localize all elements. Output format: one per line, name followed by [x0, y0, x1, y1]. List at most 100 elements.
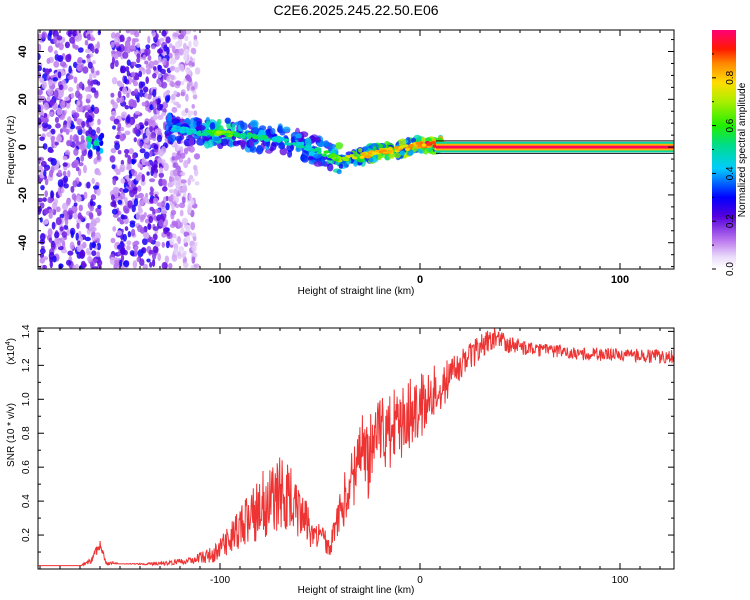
spectrogram-noise-speckle [38, 197, 44, 203]
spectrogram-noise-speckle [111, 77, 118, 85]
spectrogram-noise-speckle [94, 48, 99, 54]
spectrogram-signal-halo [213, 136, 220, 142]
spectrogram-noise-speckle [176, 103, 182, 109]
spectrogram-noise-speckle [133, 80, 138, 87]
spectrogram-noise-speckle [169, 65, 176, 71]
spectrogram-signal-core [333, 158, 340, 162]
spectrogram-signal-halo [336, 169, 342, 175]
spectrogram-signal-halo [362, 146, 368, 152]
spectrogram-noise-speckle [147, 236, 154, 243]
spectrogram-signal-core [321, 153, 327, 157]
spectrogram-noise-speckle [112, 125, 116, 130]
spectrogram-noise-speckle [193, 153, 201, 160]
spectrogram-noise-speckle [156, 202, 163, 207]
spectrogram-noise-speckle [110, 194, 115, 201]
spectrogram-noise-speckle [159, 167, 164, 174]
spectrogram-noise-speckle [78, 204, 84, 212]
spectrogram-noise-speckle [82, 66, 89, 74]
spectrogram-noise-speckle [178, 158, 184, 163]
spectrogram-noise-speckle [194, 181, 200, 186]
spectrogram-noise-speckle [144, 47, 151, 56]
spectrogram-noise-speckle [96, 259, 103, 266]
spectrogram-noise-speckle [136, 96, 140, 103]
spectrogram-noise-speckle [55, 123, 61, 129]
spectrogram-noise-speckle [89, 36, 96, 42]
spectrogram-noise-speckle [92, 185, 100, 190]
spectrogram-signal-core [408, 143, 415, 148]
spectrogram-noise-speckle [44, 178, 49, 186]
spectrogram-signal-core [263, 138, 270, 142]
colorbar-tick-label: 0.2 [725, 214, 736, 228]
spectrogram-noise-speckle [176, 145, 181, 151]
snr-scale-prefix: (x10 [6, 345, 17, 365]
spectrogram-noise-speckle [90, 226, 96, 232]
spectrogram-noise-speckle [44, 68, 50, 76]
spectrogram-noise-speckle [59, 128, 64, 134]
spectrogram-noise-speckle [181, 217, 188, 225]
spectrogram-noise-speckle [170, 93, 176, 101]
spectrogram-signal-halo [368, 157, 374, 163]
y-tick-label: 1.0 [21, 392, 32, 406]
spectrogram-signal-core [175, 126, 181, 130]
spectrogram-noise-speckle [38, 52, 41, 61]
spectrogram-signal-core [312, 148, 319, 152]
spectrogram-noise-speckle [38, 89, 43, 96]
spectrogram-noise-speckle [95, 217, 101, 224]
spectrogram-noise-speckle [41, 81, 47, 89]
spectrogram-noise-speckle [109, 256, 116, 265]
spectrogram-noise-speckle [187, 76, 192, 83]
spectrogram-noise-speckle [110, 92, 115, 98]
spectrogram-noise-speckle [165, 95, 170, 103]
spectrogram-signal-core [386, 150, 392, 154]
spectrogram-noise-speckle [71, 193, 77, 201]
spectrogram-noise-speckle [183, 250, 187, 256]
spectrogram-noise-speckle [89, 198, 94, 207]
spectrogram-noise-speckle [126, 59, 131, 66]
spectrogram-noise-speckle [39, 248, 46, 255]
spectrogram-signal-core [206, 129, 212, 134]
spectrogram-noise-speckle [97, 204, 102, 209]
spectrogram-noise-speckle [179, 63, 185, 72]
spectrogram-noise-speckle [133, 198, 139, 207]
x-tick-label: 100 [612, 575, 629, 586]
spectrogram-noise-speckle [191, 256, 196, 264]
spectrogram-noise-speckle [152, 73, 157, 79]
spectrogram-noise-speckle [126, 245, 131, 251]
spectrogram-noise-speckle [191, 86, 195, 91]
spectrogram-noise-speckle [40, 185, 45, 191]
spectrogram-noise-speckle [91, 45, 95, 54]
spectrogram-noise-speckle [88, 149, 93, 158]
spectrogram-noise-speckle [134, 110, 141, 115]
spectrogram-noise-speckle [134, 249, 138, 257]
spectrogram-noise-speckle [127, 200, 133, 209]
spectrogram-noise-speckle [152, 114, 158, 121]
spectrogram-noise-speckle [66, 140, 73, 147]
spectrogram-noise-speckle [38, 156, 45, 162]
spectrogram-noise-speckle [136, 57, 141, 64]
spectrogram-noise-speckle [48, 251, 55, 261]
colorbar: 0.0 0.2 0.4 0.6 0.8 Normalized spectral ampl… [712, 30, 748, 276]
spectrogram-noise-speckle [163, 227, 168, 235]
spectrogram-noise-speckle [80, 154, 85, 162]
spectrogram-noise-speckle [188, 40, 192, 49]
spectrogram-signal-core [283, 142, 290, 146]
spectrogram-noise-speckle [153, 172, 158, 179]
spectrogram-noise-speckle [57, 71, 62, 79]
spectrogram-noise-speckle [62, 162, 68, 167]
spectrogram-noise-speckle [56, 107, 62, 116]
spectrogram-noise-speckle [133, 38, 140, 43]
spectrogram-noise-speckle [96, 238, 100, 243]
spectrogram-noise-speckle [117, 244, 121, 250]
x-tick-label: -100 [210, 575, 230, 586]
spectrogram-noise-speckle [110, 147, 117, 154]
spectrogram-noise-speckle [194, 67, 201, 75]
spectrogram-noise-speckle [126, 92, 130, 98]
spectrogram-signal-halo [315, 136, 321, 143]
spectrogram-noise-speckle [193, 39, 199, 47]
spectrogram-noise-speckle [148, 60, 155, 69]
spectrogram-noise-speckle [186, 30, 191, 34]
spectrogram-signal-halo [209, 122, 216, 130]
spectrogram-noise-speckle [153, 106, 157, 115]
spectrogram-noise-speckle [93, 157, 98, 165]
spectrogram-noise-speckle [157, 72, 162, 79]
